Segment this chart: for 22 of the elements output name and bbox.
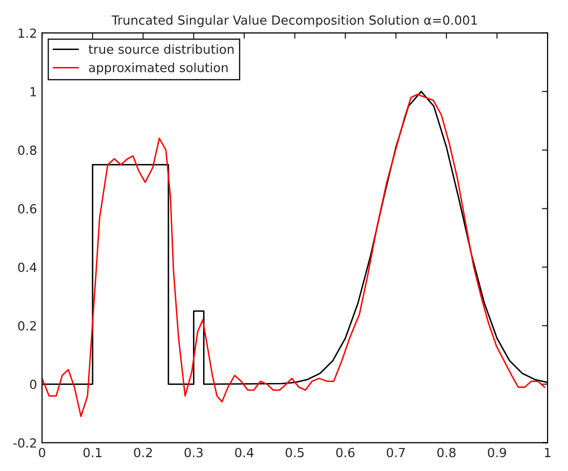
x-tick-label: 0.1 xyxy=(83,448,102,458)
y-tick-label: 0.8 xyxy=(18,146,36,155)
legend-label: true source distribution xyxy=(88,44,234,54)
x-tick-label: 0.2 xyxy=(134,448,152,458)
y-tick-label: 1.2 xyxy=(18,28,36,38)
y-tick-label: 0.4 xyxy=(18,262,36,272)
x-tick-label: 0.6 xyxy=(336,448,354,458)
x-tick-label: 0.7 xyxy=(386,448,405,458)
chart-title: Truncated Singular Value Decomposition Solution α=0.001 xyxy=(112,15,477,28)
x-tick-label: 0.9 xyxy=(488,448,506,458)
x-tick-label: 0.3 xyxy=(184,448,203,458)
x-tick-label: 0.4 xyxy=(235,448,254,458)
y-tick-label: 0.2 xyxy=(18,321,36,331)
x-tick-label: 0.5 xyxy=(286,448,304,458)
y-tick-label: 0.6 xyxy=(18,204,36,214)
x-tick-label: 0.8 xyxy=(437,448,456,458)
y-tick-label: 0 xyxy=(30,380,36,390)
y-tick-label: 1 xyxy=(30,87,36,96)
x-tick-label: 1 xyxy=(544,448,550,458)
x-tick-label: 0 xyxy=(38,448,46,458)
legend-label: approximated solution xyxy=(89,62,228,75)
y-tick-label: -0.2 xyxy=(13,438,36,448)
